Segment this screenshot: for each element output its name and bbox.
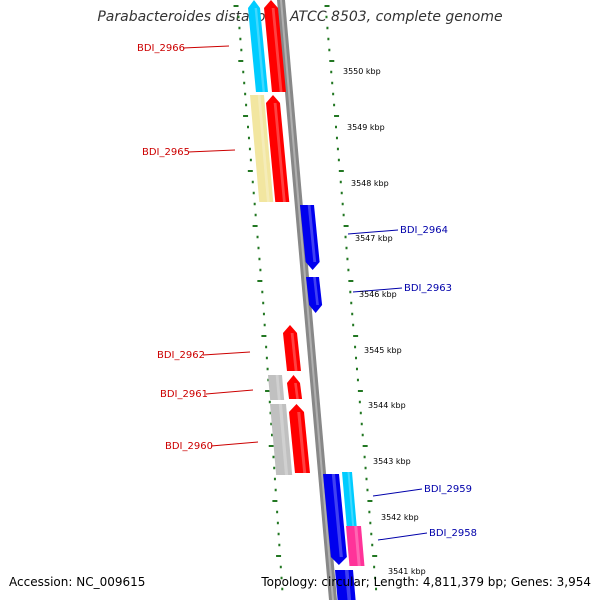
genome-backbone-highlight <box>280 0 334 600</box>
gene-label[interactable]: BDI_2966 <box>137 43 185 54</box>
gene-label[interactable]: BDI_2965 <box>142 147 190 158</box>
gene-feature[interactable] <box>268 375 285 400</box>
scale-label: 3545 kbp <box>364 346 402 355</box>
gene-highlight <box>294 383 299 399</box>
gene-highlight <box>278 404 289 475</box>
label-leader-line <box>210 441 259 447</box>
gene-label[interactable]: BDI_2959 <box>424 484 472 495</box>
gene-feature[interactable] <box>289 404 310 473</box>
gene-label[interactable]: BDI_2964 <box>400 225 448 236</box>
gene-feature[interactable] <box>270 404 293 475</box>
left-tick-ring <box>233 5 284 591</box>
gene-label[interactable]: BDI_2962 <box>157 350 205 361</box>
gene-label[interactable]: BDI_2963 <box>404 283 452 294</box>
scale-label: 3547 kbp <box>355 234 393 243</box>
scale-label: 3548 kbp <box>351 179 389 188</box>
gene-feature[interactable] <box>287 375 303 399</box>
gene-label[interactable]: BDI_2961 <box>160 389 208 400</box>
gene-feature[interactable] <box>250 95 274 202</box>
gene-highlight <box>354 526 361 566</box>
gene-feature[interactable] <box>264 0 286 92</box>
gene-label[interactable]: BDI_2958 <box>429 528 477 539</box>
scale-label: 3549 kbp <box>347 123 385 132</box>
gene-highlight <box>313 277 319 305</box>
gene-feature[interactable] <box>266 95 290 202</box>
gene-highlight <box>257 95 270 202</box>
gene-highlight <box>290 333 298 371</box>
label-leader-line <box>347 229 399 235</box>
label-leader-line <box>202 351 251 356</box>
gene-feature[interactable] <box>335 570 356 600</box>
gene-highlight <box>297 412 307 473</box>
gene-feature[interactable] <box>323 474 347 565</box>
scale-label: 3543 kbp <box>373 457 411 466</box>
gene-feature[interactable] <box>283 325 301 371</box>
gene-highlight <box>271 8 283 92</box>
gene-feature[interactable] <box>342 472 357 526</box>
label-leader-line <box>205 389 254 395</box>
gene-highlight <box>307 205 317 262</box>
scale-label: 3542 kbp <box>381 513 419 522</box>
genome-summary-text: Topology: circular; Length: 4,811,379 bp… <box>261 575 591 589</box>
scale-label: 3546 kbp <box>359 290 397 299</box>
gene-highlight <box>275 375 281 400</box>
label-leader-line <box>377 532 428 541</box>
gene-highlight <box>273 103 286 202</box>
label-leader-line <box>352 287 403 293</box>
accession-text: Accession: NC_009615 <box>9 575 146 589</box>
gene-highlight <box>347 472 355 526</box>
gene-feature[interactable] <box>346 526 365 566</box>
gene-feature[interactable] <box>300 205 320 270</box>
gene-highlight <box>254 8 265 92</box>
gene-feature[interactable] <box>306 277 323 313</box>
gene-feature[interactable] <box>248 0 268 92</box>
map-title: Parabacteroides distasonis ATCC 8503, co… <box>97 9 503 25</box>
label-leader-line <box>372 488 423 497</box>
label-leader-line <box>187 149 236 153</box>
label-leader-line <box>182 45 230 49</box>
scale-label: 3544 kbp <box>368 401 406 410</box>
gene-highlight <box>344 570 352 600</box>
right-tick-ring <box>324 5 378 591</box>
scale-label: 3541 kbp <box>388 567 426 576</box>
gene-label[interactable]: BDI_2960 <box>165 441 213 452</box>
gene-highlight <box>331 474 343 557</box>
scale-label: 3550 kbp <box>343 67 381 76</box>
